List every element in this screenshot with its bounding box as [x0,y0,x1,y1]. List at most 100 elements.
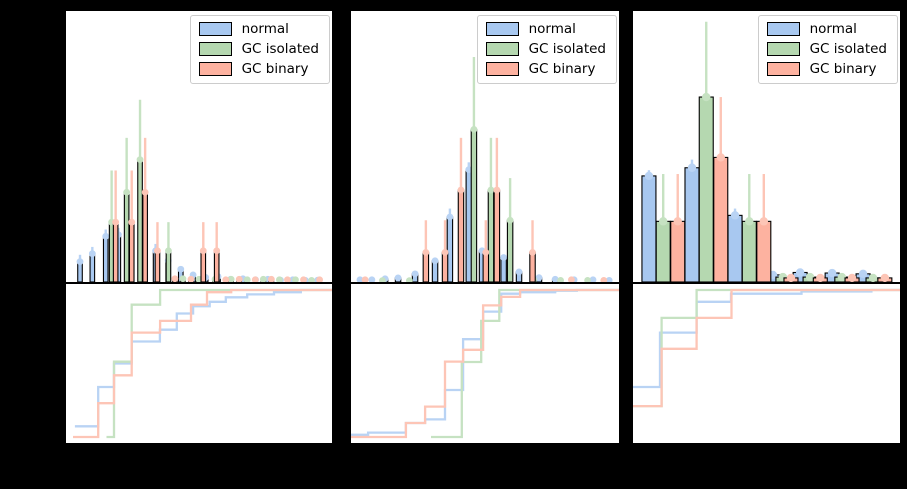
legend: normal GC isolated GC binary [476,15,617,84]
marker-GC binary [284,276,291,283]
marker-GC isolated [227,275,235,283]
marker-normal [644,171,654,181]
legend-swatch [198,62,232,77]
legend-entry-normal: normal [485,21,606,37]
marker-GC binary [267,275,275,283]
bar-GC binary [213,250,220,283]
bar-GC isolated [506,219,514,283]
marker-normal [431,257,439,265]
bar-GC isolated [137,159,143,283]
bar-GC binary [441,251,449,283]
legend-swatch [766,62,800,77]
marker-GC binary [128,218,136,226]
legend-entry-gc-isolated: GC isolated [766,40,887,57]
marker-GC binary [482,248,490,256]
ecdf-plot-area [632,283,901,444]
axes-spines [65,10,333,283]
ecdf-line-gc-binary [73,288,333,439]
marker-GC binary [222,276,230,283]
marker-GC isolated [259,275,267,283]
marker-GC binary [529,248,536,256]
marker-GC binary [251,276,259,283]
marker-GC binary [199,247,207,255]
legend-entry-normal: normal [766,21,887,37]
axes-spines [65,283,333,444]
marker-normal [76,258,84,265]
ecdf-subplot [632,283,901,444]
bar-GC binary [154,250,161,283]
marker-GC isolated [506,216,514,224]
marker-normal [730,211,740,220]
marker-GC isolated [406,277,413,283]
marker-GC isolated [584,276,591,283]
marker-GC isolated [243,276,251,283]
bar-GC binary [457,189,465,283]
marker-GC binary [441,248,449,256]
bar-GC binary [482,251,490,283]
marker-GC binary [600,276,608,283]
marker-GC isolated [868,273,878,283]
legend-swatch [766,22,800,37]
bar-normal [641,175,657,283]
legend-entry-gc-binary: GC binary [485,61,606,77]
bar-normal [102,235,109,283]
marker-GC binary [187,275,195,283]
bar-GC binary [756,220,772,283]
marker-GC binary [673,217,682,226]
marker-normal [589,276,597,283]
legend-label: GC isolated [241,40,319,57]
legend: normal GC isolated GC binary [189,15,330,84]
ecdf-subplot [65,283,333,444]
ecdf-plot-area [65,283,333,444]
marker-normal [394,274,402,282]
bar-GC binary [670,220,686,283]
legend-swatch [485,62,519,77]
marker-GC binary [880,273,890,283]
marker-normal [515,268,523,276]
histogram-subplot: normal GC isolated GC binary [350,10,620,283]
legend-swatch [766,42,800,57]
marker-GC isolated [659,217,668,226]
marker-normal [535,274,543,282]
marker-GC isolated [702,92,711,102]
marker-normal [827,268,837,278]
bar-GC isolated [165,250,172,283]
bar-normal [684,167,700,283]
legend-entry-gc-isolated: GC isolated [198,40,319,57]
legend-label: normal [241,21,289,37]
legend-label: normal [528,21,576,37]
legend-label: normal [809,21,857,37]
ecdf-subplot [350,283,620,444]
bar-GC binary [128,221,135,283]
legend-label: GC isolated [528,40,606,57]
marker-normal [88,250,96,258]
marker-GC binary [457,186,465,194]
marker-GC binary [716,153,725,162]
marker-GC isolated [123,188,131,196]
marker-normal [177,265,185,273]
bar-GC binary [142,191,148,283]
marker-GC isolated [745,217,754,226]
bar-normal [500,256,507,283]
marker-GC binary [361,276,369,283]
legend-label: GC binary [241,60,309,77]
bar-GC isolated [655,220,671,283]
legend-entry-gc-binary: GC binary [198,60,319,77]
marker-GC isolated [179,275,187,283]
marker-GC binary [171,275,179,283]
histogram-subplot: normal GC isolated GC binary [632,10,901,283]
marker-GC binary [816,273,825,283]
marker-normal [356,276,364,283]
marker-GC binary [759,217,769,226]
bar-GC binary [713,156,729,283]
legend-label: GC isolated [809,40,887,57]
bar-GC binary [529,251,536,283]
marker-GC isolated [292,276,299,283]
ecdf-line-gc-binary [632,288,901,408]
marker-GC binary [141,188,149,196]
bar-GC binary [422,251,430,283]
bar-GC isolated [741,220,757,283]
marker-normal [858,269,868,279]
marker-GC isolated [308,276,315,283]
marker-GC isolated [379,277,386,283]
